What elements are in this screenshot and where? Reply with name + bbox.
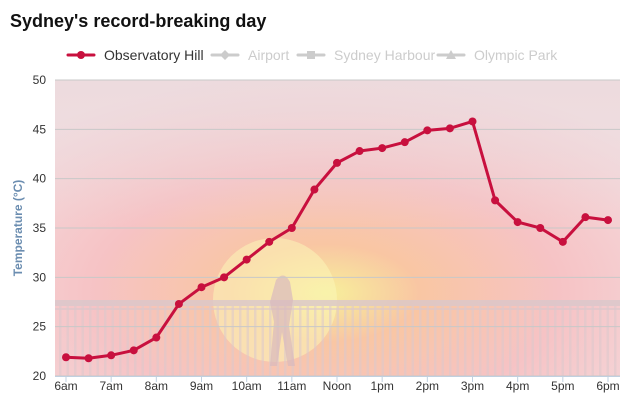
y-tick-label: 35 <box>33 221 47 235</box>
legend-item[interactable]: Olympic Park <box>436 47 558 63</box>
data-point[interactable] <box>174 299 183 308</box>
data-point[interactable] <box>423 126 432 135</box>
legend-label: Airport <box>248 47 289 63</box>
x-tick-label: 6am <box>54 379 77 393</box>
data-point[interactable] <box>152 333 161 342</box>
legend-item[interactable]: Sydney Harbour <box>296 47 436 63</box>
data-point[interactable] <box>107 351 116 360</box>
y-axis: 20 25 30 35 40 45 50 <box>33 73 47 383</box>
x-axis: 6am 7am 8am 9am 10am 11am Noon 1pm 2pm 3pm 4pm 5pm 6… <box>54 376 620 393</box>
y-tick-label: 25 <box>33 320 47 334</box>
y-tick-label: 50 <box>33 73 47 87</box>
data-point[interactable] <box>558 237 567 246</box>
chart-title: Sydney's record-breaking day <box>10 11 267 31</box>
legend-marker-diamond <box>220 50 230 60</box>
legend-label: Observatory Hill <box>104 47 204 63</box>
data-point[interactable] <box>355 147 364 156</box>
data-point[interactable] <box>604 216 612 225</box>
x-tick-label: 6pm <box>596 379 619 393</box>
data-point[interactable] <box>536 224 545 232</box>
data-point[interactable] <box>333 158 341 167</box>
data-point[interactable] <box>513 218 522 227</box>
data-point[interactable] <box>400 138 409 147</box>
data-point[interactable] <box>287 224 296 232</box>
series-observatory-hill[interactable] <box>62 117 612 363</box>
x-tick-label: 8am <box>145 379 168 393</box>
data-point[interactable] <box>581 213 590 222</box>
x-tick-label: 5pm <box>551 379 574 393</box>
data-point[interactable] <box>197 283 206 292</box>
data-point[interactable] <box>491 196 500 205</box>
y-axis-title: Temperature (°C) <box>11 180 25 277</box>
x-tick-label: Noon <box>323 379 352 393</box>
x-tick-label: 2pm <box>416 379 439 393</box>
legend-marker-square <box>307 51 315 59</box>
x-tick-label: 3pm <box>461 379 484 393</box>
y-tick-label: 30 <box>33 270 47 284</box>
legend-label: Olympic Park <box>474 47 558 63</box>
data-point[interactable] <box>445 124 454 133</box>
x-tick-label: 4pm <box>506 379 529 393</box>
data-point[interactable] <box>84 354 93 363</box>
data-point[interactable] <box>378 144 387 153</box>
y-tick-label: 20 <box>33 369 47 383</box>
y-tick-label: 40 <box>33 172 47 186</box>
x-tick-label: 9am <box>190 379 213 393</box>
legend-item[interactable]: Airport <box>210 47 289 63</box>
x-tick-label: 1pm <box>370 379 393 393</box>
x-tick-label: 7am <box>99 379 122 393</box>
legend: Observatory Hill Airport Sydney Harbour Oly… <box>66 47 558 63</box>
data-point[interactable] <box>220 273 229 282</box>
legend-label: Sydney Harbour <box>334 47 436 63</box>
x-tick-label: 11am <box>277 379 306 393</box>
legend-marker-triangle <box>446 50 456 59</box>
data-point[interactable] <box>62 353 70 362</box>
data-point[interactable] <box>242 255 251 264</box>
legend-item[interactable]: Observatory Hill <box>66 47 204 63</box>
data-point[interactable] <box>265 237 274 246</box>
data-point[interactable] <box>129 346 138 355</box>
x-tick-label: 10am <box>232 379 262 393</box>
legend-marker-circle <box>77 51 85 59</box>
data-point[interactable] <box>310 185 319 194</box>
y-tick-label: 45 <box>33 122 47 136</box>
data-point[interactable] <box>468 117 477 126</box>
